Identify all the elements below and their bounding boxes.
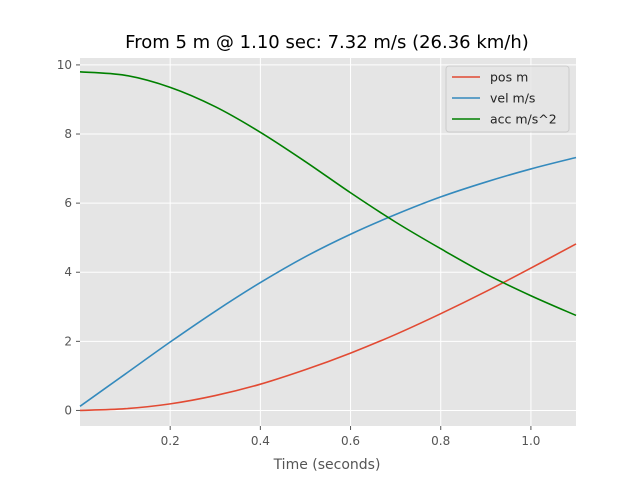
x-tick-label: 0.2 (161, 434, 180, 448)
grid (80, 58, 576, 426)
legend-label: pos m (490, 70, 528, 85)
y-ticks: 0 2 4 6 8 10 (57, 58, 80, 417)
y-tick-label: 2 (64, 334, 72, 348)
x-tick-label: 1.0 (521, 434, 540, 448)
legend-label: vel m/s (490, 91, 535, 106)
x-axis-label: Time (seconds) (273, 457, 381, 473)
x-tick-label: 0.8 (431, 434, 450, 448)
x-ticks: 0.2 0.4 0.6 0.8 1.0 (161, 426, 540, 448)
series-line-pos-m (79, 243, 577, 412)
y-tick-label: 0 (64, 403, 72, 417)
legend-label: acc m/s^2 (490, 112, 557, 127)
series-line-acc-m-s-2 (79, 71, 577, 317)
legend-box (445, 65, 570, 133)
series-line-vel-m-s (79, 156, 577, 407)
y-tick-label: 6 (64, 196, 72, 210)
series-group (79, 71, 577, 412)
y-tick-label: 4 (64, 265, 72, 279)
chart-title: From 5 m @ 1.10 sec: 7.32 m/s (26.36 km/… (125, 32, 529, 53)
x-tick-label: 0.4 (251, 434, 270, 448)
y-tick-label: 10 (57, 58, 72, 72)
x-tick-label: 0.6 (341, 434, 360, 448)
y-tick-label: 8 (64, 127, 72, 141)
legend: pos m vel m/s acc m/s^2 (445, 65, 570, 133)
